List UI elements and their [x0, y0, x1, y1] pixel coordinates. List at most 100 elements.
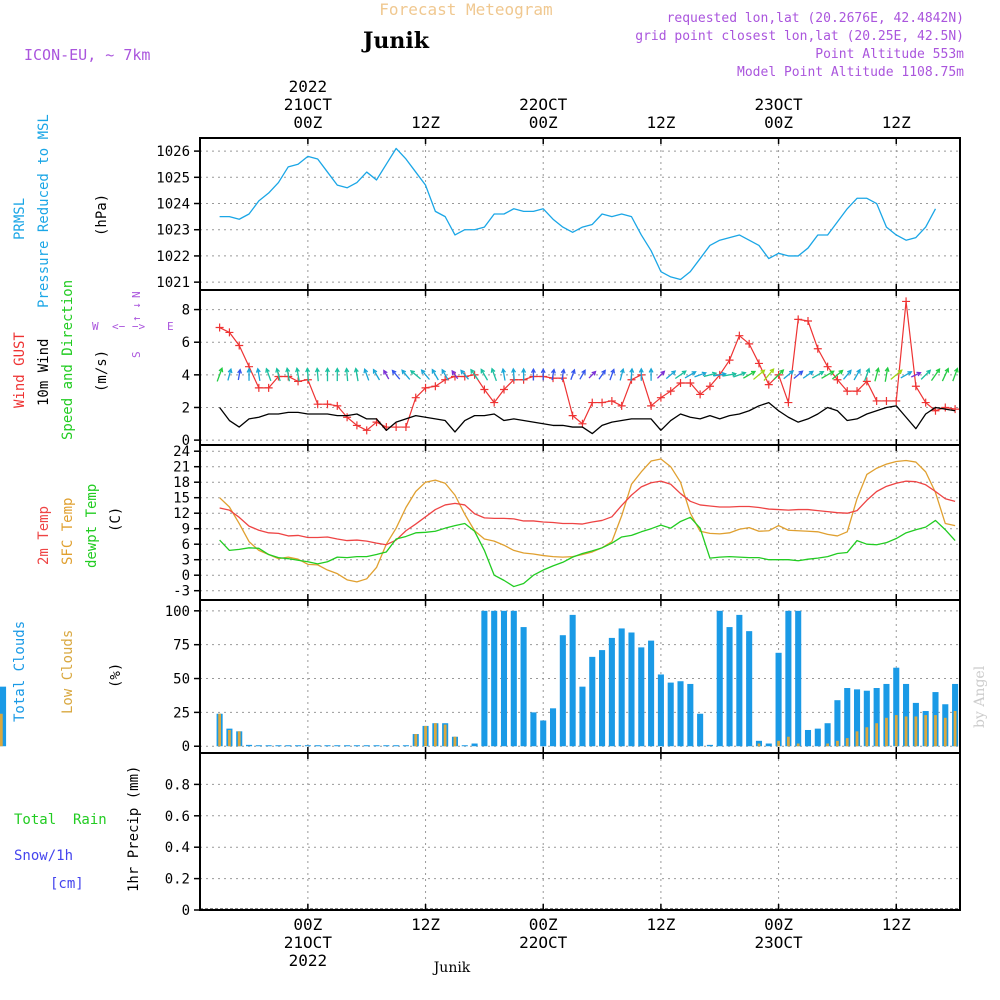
- wind-arrow-head: [227, 367, 233, 374]
- wind-arrow-shaft: [900, 371, 912, 379]
- wind-arrow-shaft: [598, 370, 606, 380]
- temp-2m-label: 2m Temp: [36, 506, 52, 565]
- point-altitude: Point Altitude 553m: [815, 47, 964, 62]
- low-cloud-bar: [845, 738, 849, 747]
- wind-arrow: [723, 371, 738, 377]
- total-cloud-bar: [510, 610, 517, 747]
- total-cloud-bar: [657, 674, 664, 747]
- wind-arrow-head: [530, 367, 536, 374]
- gust-marker: [421, 383, 430, 392]
- wind-arrow: [540, 367, 546, 381]
- gust-marker: [745, 339, 754, 348]
- wind-arrow-head: [610, 368, 616, 374]
- wind-arrow-shaft: [588, 371, 596, 379]
- wind-arrow: [530, 367, 536, 381]
- total-cloud-bar: [461, 745, 468, 747]
- gust-marker: [647, 401, 656, 410]
- wind-arrow: [521, 367, 527, 381]
- gust-marker: [568, 411, 577, 420]
- gust-line: [219, 300, 956, 431]
- gust-marker: [853, 387, 862, 396]
- wind-arrow-head: [897, 369, 903, 375]
- wind-arrow: [441, 368, 449, 381]
- wind-arrow-head: [691, 371, 697, 376]
- wind-unit: (m/s): [94, 350, 110, 392]
- low-cloud-bar: [894, 715, 898, 747]
- grid-point-coords: grid point closest lon,lat (20.25E, 42.5…: [635, 29, 964, 44]
- total-cloud-bar: [599, 650, 606, 747]
- total-cloud-bar: [697, 713, 704, 747]
- wind-arrow: [911, 371, 922, 378]
- panel-precip: 0 0.2 0.4 0.6 0.8: [165, 752, 961, 919]
- requested-coords: requested lon,lat (20.2676E, 42.4842N): [667, 11, 964, 26]
- total-cloud-bar: [863, 690, 870, 747]
- low-cloud-bar: [218, 713, 221, 747]
- wind-arrow: [811, 370, 825, 379]
- low-cloud-bar: [228, 729, 231, 747]
- panel-frame: [199, 444, 961, 601]
- gust-marker: [902, 297, 911, 306]
- wind-arrow-head: [409, 369, 416, 375]
- wind-dir-label: Speed and Direction: [60, 280, 76, 440]
- wind-arrow: [773, 369, 785, 381]
- wind-arrow-shaft: [391, 370, 401, 380]
- wind-arrow-head: [521, 367, 527, 373]
- low-cloud-bar: [433, 723, 437, 747]
- wind-arrow-head: [305, 367, 311, 373]
- temp-sfc-label: SFC Temp: [60, 498, 76, 565]
- total-cloud-bar: [353, 745, 360, 747]
- top-hour-label: 00Z: [293, 113, 322, 132]
- wind-arrow-shaft: [551, 369, 555, 381]
- wind-arrow: [588, 370, 597, 379]
- wind-arrow-head: [916, 371, 922, 377]
- wind-arrow: [884, 366, 890, 382]
- wind-arrow: [733, 371, 747, 378]
- total-clouds-label: Total Clouds: [12, 621, 28, 722]
- total-cloud-bar: [687, 683, 694, 747]
- wind-arrow-shaft: [630, 368, 633, 381]
- total-cloud-bar: [736, 614, 743, 747]
- wind-arrow: [665, 370, 677, 380]
- total-cloud-bar: [667, 682, 674, 747]
- low-cloud-bar: [904, 716, 908, 747]
- wind-arrow-shaft: [842, 369, 852, 380]
- wind-arrow-shaft: [451, 370, 459, 380]
- compass-w: W: [92, 320, 99, 333]
- precip-labels: Total Rain Snow/1h [cm] 1hr Precip (mm): [14, 766, 142, 892]
- wind-arrow: [255, 367, 261, 381]
- y-tick-label: 1022: [156, 249, 190, 265]
- wind-arrow-head: [401, 369, 407, 375]
- gust-marker: [490, 398, 499, 407]
- wind-arrow: [216, 366, 224, 382]
- wind-arrow-shaft: [802, 370, 814, 379]
- total-cloud-bar: [393, 745, 400, 747]
- wind-arrow-head: [363, 367, 369, 374]
- total-cloud-bar: [853, 689, 861, 747]
- wind-arrow-head: [829, 370, 835, 376]
- wind-arrow-head: [285, 367, 291, 373]
- wind-arrow: [783, 370, 795, 380]
- wind-arrow-shaft: [491, 368, 497, 382]
- y-tick-label: 1024: [156, 197, 190, 213]
- gust-marker: [833, 375, 842, 384]
- wind-arrow: [629, 367, 635, 381]
- wind-arrow: [265, 367, 272, 382]
- wind-arrow: [470, 368, 479, 381]
- wind-arrow-head: [420, 369, 426, 375]
- wind-line: [219, 401, 956, 435]
- low-cloud-bar: [953, 711, 957, 747]
- wind-arrow-head: [560, 368, 566, 374]
- bottom-hour-label: 00Z: [529, 915, 558, 934]
- bottom-year-label: 2022: [289, 951, 328, 970]
- wind-arrow: [874, 367, 880, 382]
- y-tick-label: -3: [173, 584, 190, 600]
- wind-arrow: [619, 367, 625, 381]
- total-cloud-bar: [589, 656, 596, 747]
- low-cloud-bar: [443, 724, 447, 747]
- low-cloud-bar: [414, 734, 418, 747]
- low-cloud-bar: [836, 740, 839, 747]
- total-cloud-bar: [824, 723, 831, 747]
- low-cloud-bar: [934, 715, 937, 747]
- gust-marker: [882, 396, 891, 405]
- wind-arrow-head: [760, 369, 766, 375]
